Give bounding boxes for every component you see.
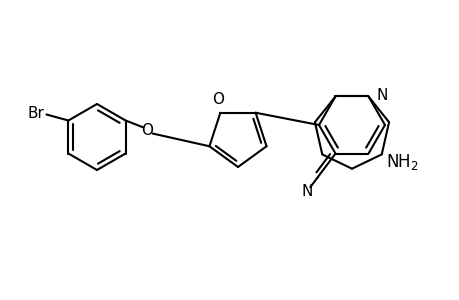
Text: O: O bbox=[141, 123, 153, 138]
Text: NH$_2$: NH$_2$ bbox=[386, 152, 418, 172]
Text: Br: Br bbox=[28, 106, 45, 121]
Text: O: O bbox=[212, 92, 224, 107]
Text: N: N bbox=[300, 184, 312, 200]
Text: N: N bbox=[375, 88, 387, 103]
